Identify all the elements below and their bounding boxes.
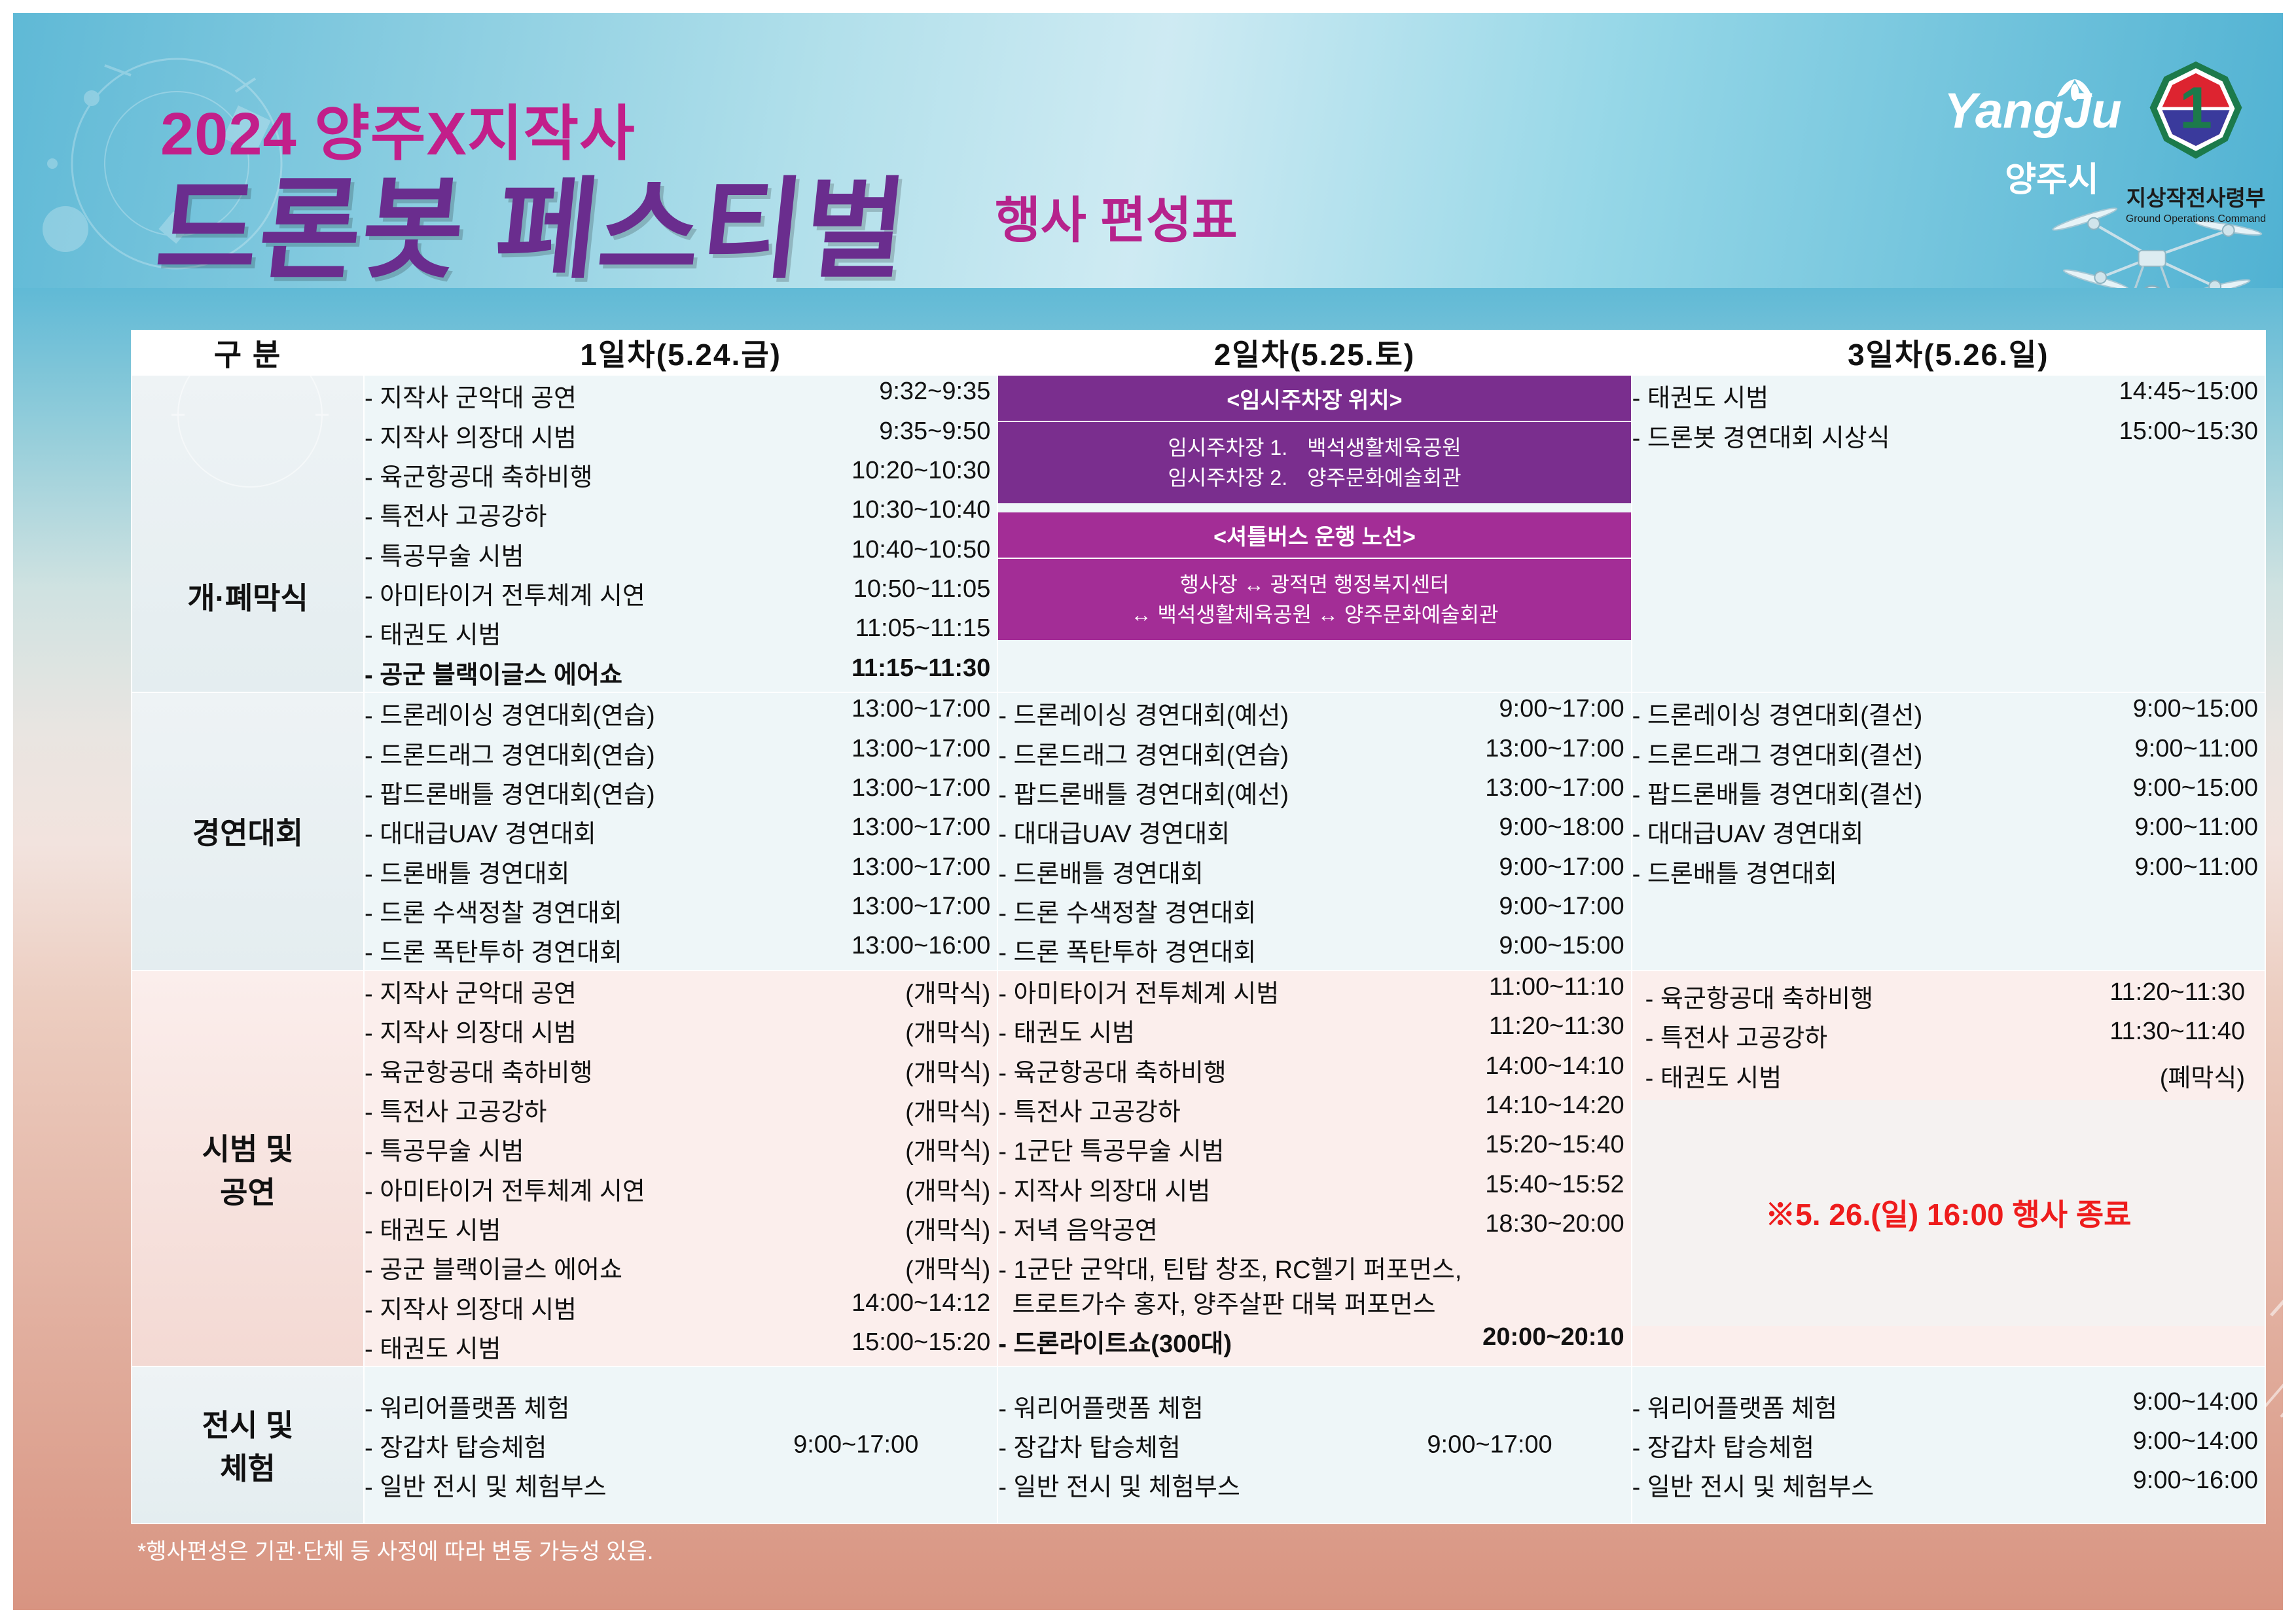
svg-text:1: 1: [2179, 76, 2212, 141]
svg-text:YangJu: YangJu: [1944, 83, 2122, 139]
